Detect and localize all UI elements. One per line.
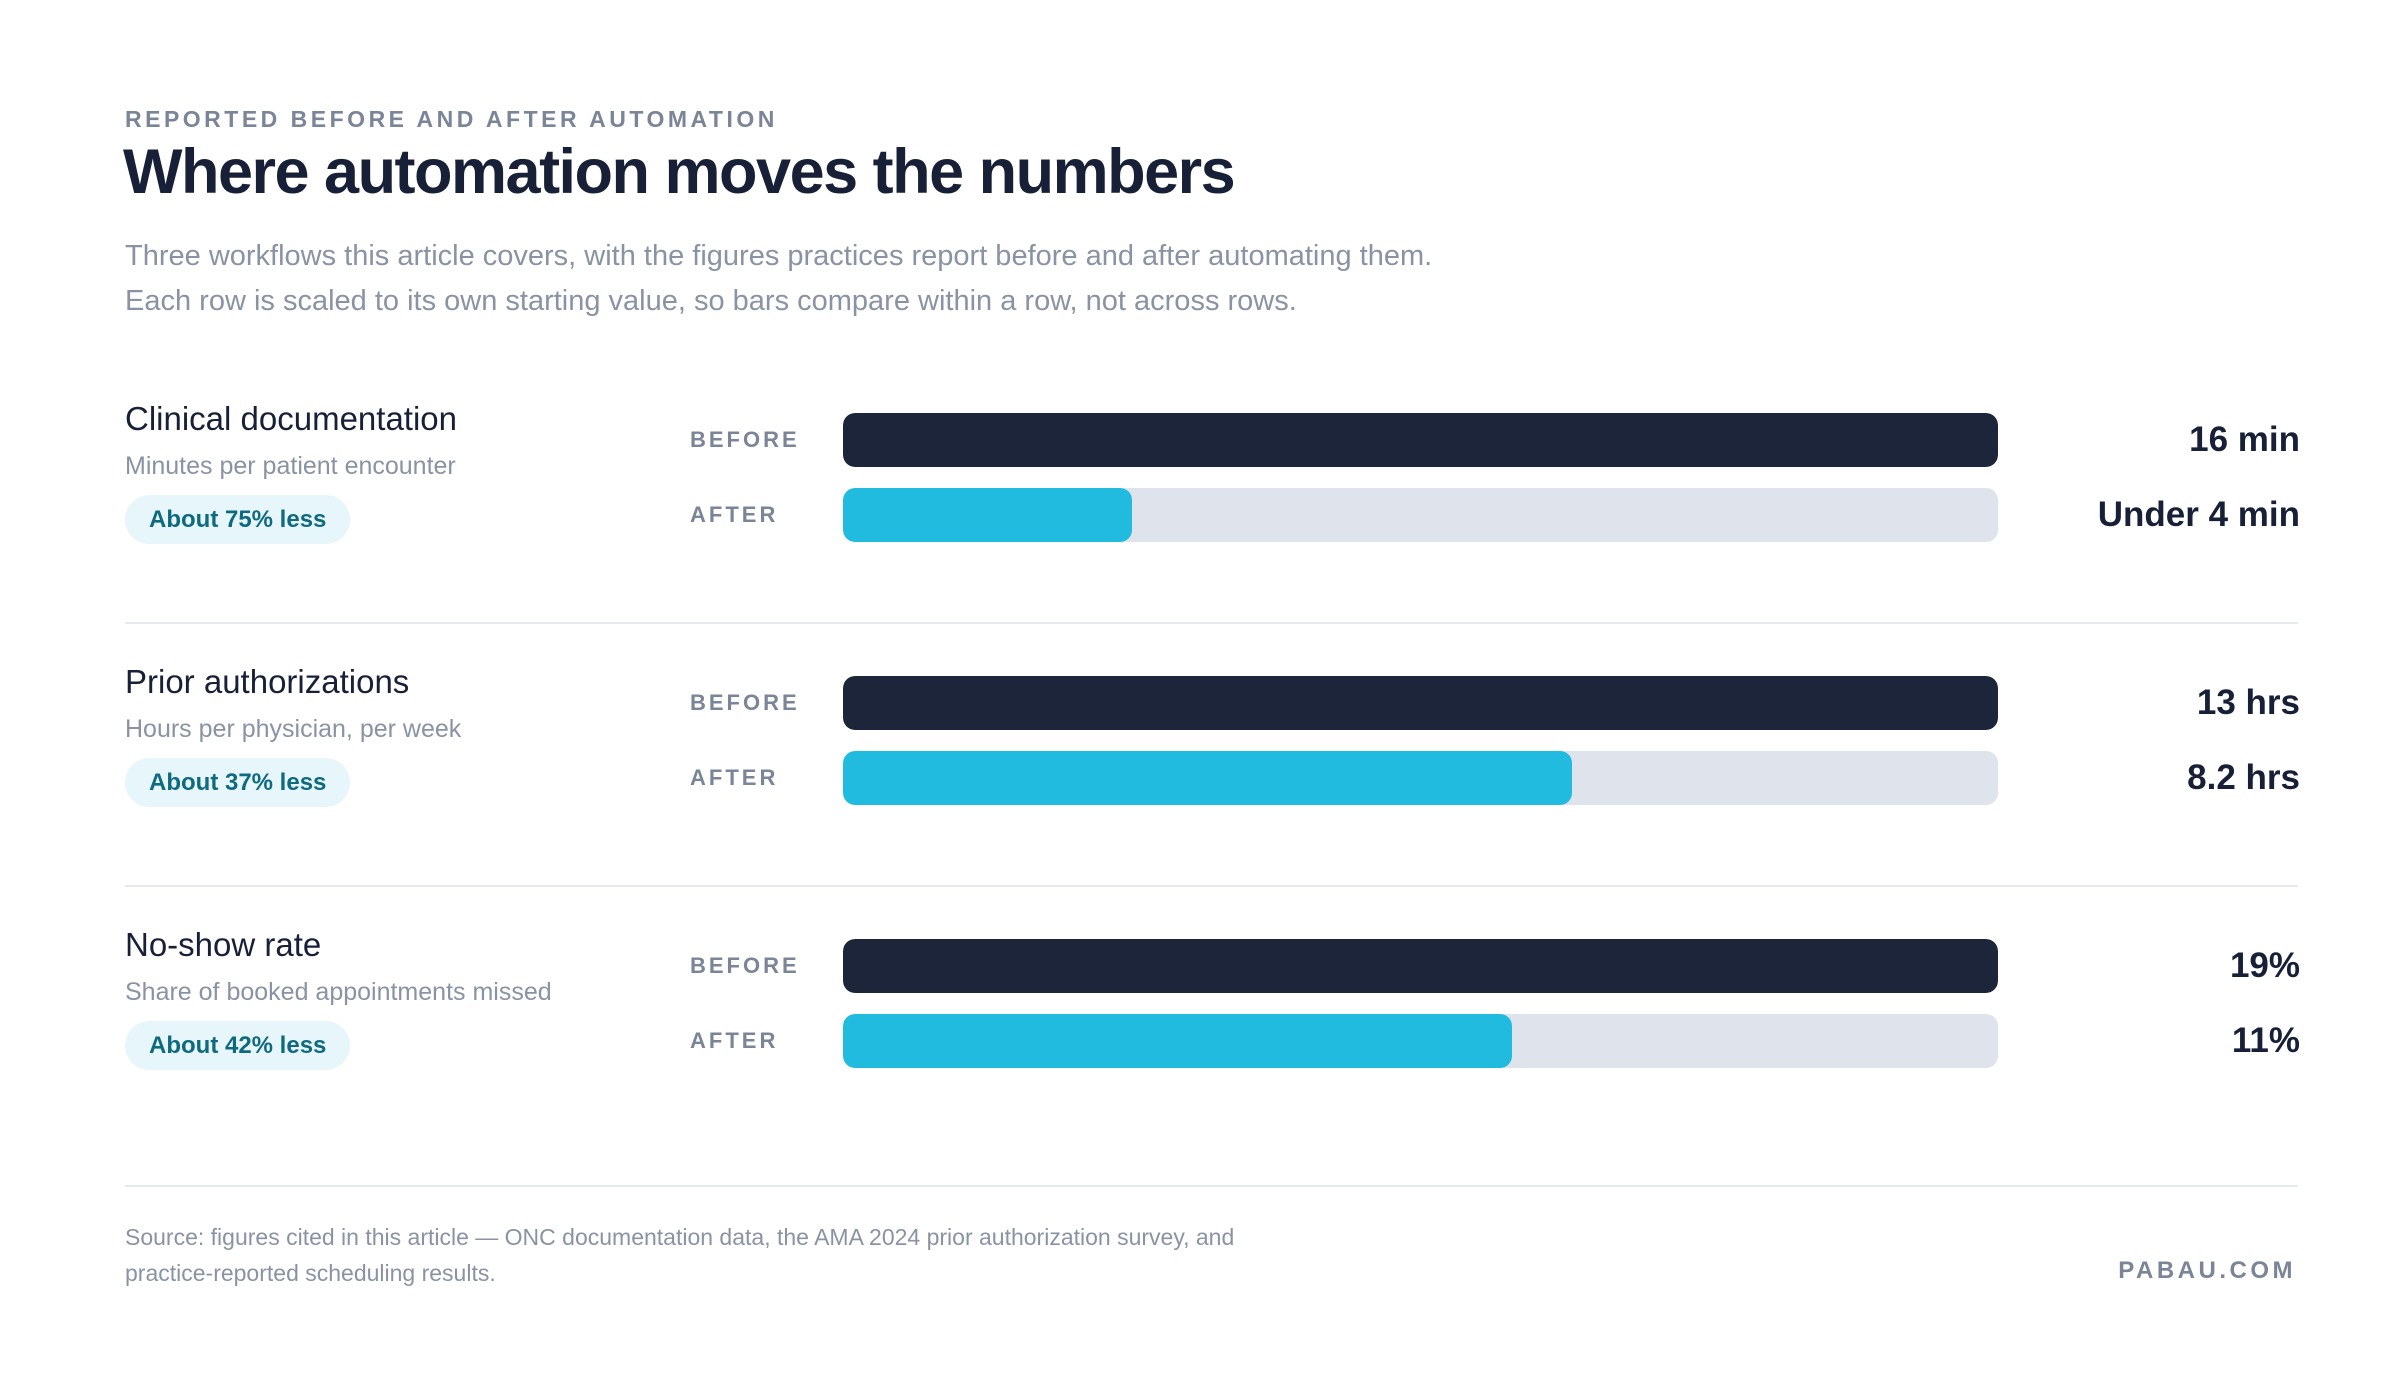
after-label: AFTER bbox=[690, 1028, 779, 1053]
row-description: Minutes per patient encounter bbox=[125, 452, 456, 480]
after-track bbox=[843, 488, 1998, 542]
after-value: 8.2 hrs bbox=[2187, 758, 2300, 797]
row-divider bbox=[125, 622, 2298, 624]
reduction-badge: About 75% less bbox=[125, 495, 351, 544]
metric-row-no-show-rate: No-show rate Share of booked appointment… bbox=[0, 926, 2400, 1126]
after-value: Under 4 min bbox=[2097, 495, 2300, 534]
before-track bbox=[843, 413, 1998, 467]
chart-title: Where automation moves the numbers bbox=[123, 137, 1236, 207]
metric-row-prior-authorizations: Prior authorizations Hours per physician… bbox=[0, 663, 2400, 863]
before-label: BEFORE bbox=[690, 427, 800, 452]
row-description: Share of booked appointments missed bbox=[125, 978, 552, 1006]
before-track bbox=[843, 676, 1998, 730]
after-bar bbox=[843, 1014, 1512, 1068]
brand-label: PABAU.COM bbox=[2118, 1257, 2296, 1284]
eyebrow: REPORTED BEFORE AND AFTER AUTOMATION bbox=[125, 106, 778, 132]
row-name: Clinical documentation bbox=[125, 400, 458, 437]
subtitle: Three workflows this article covers, wit… bbox=[125, 234, 1725, 324]
before-track bbox=[843, 939, 1998, 993]
footer-divider bbox=[125, 1185, 2298, 1187]
after-bar bbox=[843, 488, 1132, 542]
before-value: 19% bbox=[2229, 946, 2300, 985]
subtitle-line: Three workflows this article covers, wit… bbox=[125, 240, 1433, 272]
reduction-badge: About 37% less bbox=[125, 758, 351, 807]
after-track bbox=[843, 1014, 1998, 1068]
before-value: 13 hrs bbox=[2196, 683, 2300, 722]
subtitle-line: Each row is scaled to its own starting v… bbox=[125, 285, 1297, 317]
before-label: BEFORE bbox=[690, 690, 800, 715]
row-description: Hours per physician, per week bbox=[125, 715, 462, 743]
after-bar bbox=[843, 751, 1572, 805]
row-divider bbox=[125, 885, 2298, 887]
before-bar bbox=[843, 413, 1998, 467]
before-bar bbox=[843, 676, 1998, 730]
before-label: BEFORE bbox=[690, 953, 800, 978]
row-name: No-show rate bbox=[125, 926, 322, 963]
after-label: AFTER bbox=[690, 765, 779, 790]
before-value: 16 min bbox=[2189, 420, 2300, 459]
reduction-badge: About 42% less bbox=[125, 1021, 351, 1070]
source-line: Source: figures cited in this article — … bbox=[125, 1224, 1235, 1250]
metric-row-clinical-documentation: Clinical documentation Minutes per patie… bbox=[0, 400, 2400, 600]
after-track bbox=[843, 751, 1998, 805]
after-value: 11% bbox=[2231, 1021, 2300, 1060]
after-label: AFTER bbox=[690, 502, 779, 527]
source-line: practice-reported scheduling results. bbox=[125, 1260, 496, 1286]
source-note: Source: figures cited in this article — … bbox=[125, 1219, 1525, 1291]
row-name: Prior authorizations bbox=[125, 663, 410, 700]
before-bar bbox=[843, 939, 1998, 993]
